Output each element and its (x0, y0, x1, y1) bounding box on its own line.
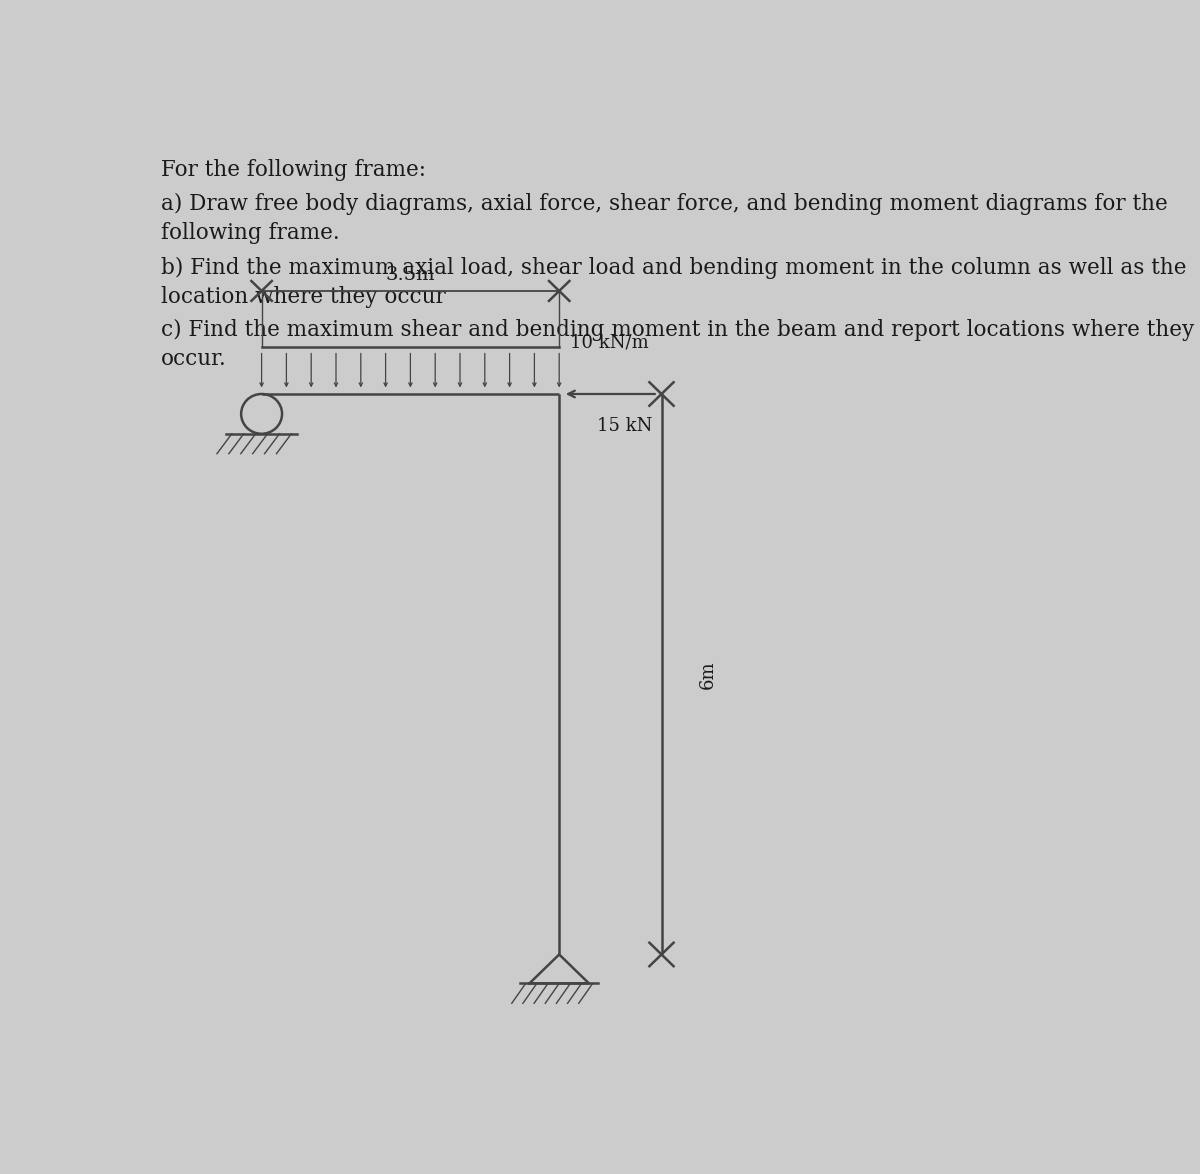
Text: 10 kN/m: 10 kN/m (570, 333, 649, 351)
Text: a) Draw free body diagrams, axial force, shear force, and bending moment diagram: a) Draw free body diagrams, axial force,… (161, 193, 1168, 215)
Text: c) Find the maximum shear and bending moment in the beam and report locations wh: c) Find the maximum shear and bending mo… (161, 319, 1194, 342)
Text: following frame.: following frame. (161, 222, 340, 244)
Text: occur.: occur. (161, 348, 227, 370)
Text: 15 kN: 15 kN (596, 417, 652, 434)
Text: For the following frame:: For the following frame: (161, 158, 426, 181)
Text: 3.5m: 3.5m (385, 265, 436, 284)
Text: 6m: 6m (698, 660, 716, 688)
Text: location where they occur: location where they occur (161, 285, 446, 308)
Text: b) Find the maximum axial load, shear load and bending moment in the column as w: b) Find the maximum axial load, shear lo… (161, 257, 1187, 278)
